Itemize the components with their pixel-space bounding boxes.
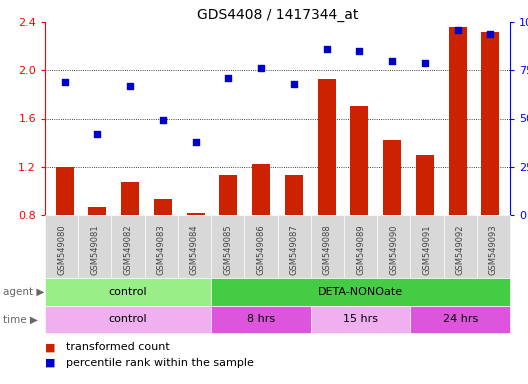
Bar (449, 27, 467, 215)
Text: GDS4408 / 1417344_at: GDS4408 / 1417344_at (197, 8, 358, 22)
Point (60, 79, 69, 85)
Text: GSM549080: GSM549080 (57, 224, 66, 275)
Text: GSM549088: GSM549088 (323, 224, 332, 275)
Bar (416, 155, 434, 215)
Bar (482, 31, 499, 215)
Text: ■: ■ (45, 358, 55, 367)
Point (323, 46, 331, 52)
Text: transformed count: transformed count (66, 343, 170, 353)
Text: GSM549093: GSM549093 (489, 224, 498, 275)
Text: GSM549083: GSM549083 (157, 224, 166, 275)
Point (257, 65, 266, 71)
Text: GSM549086: GSM549086 (257, 224, 266, 275)
Bar (154, 199, 172, 215)
Bar (351, 106, 369, 215)
Text: 8 hrs: 8 hrs (247, 314, 275, 324)
Bar (219, 175, 238, 215)
Point (224, 75, 233, 81)
Point (290, 81, 298, 87)
Text: 15 hrs: 15 hrs (343, 314, 378, 324)
Text: GSM549087: GSM549087 (289, 224, 299, 275)
Bar (55, 167, 73, 215)
Bar (186, 213, 205, 215)
Text: GSM549091: GSM549091 (422, 224, 431, 275)
Text: GSM549085: GSM549085 (223, 224, 232, 275)
Bar (121, 182, 139, 215)
Text: ■: ■ (45, 343, 55, 353)
Text: control: control (109, 287, 147, 297)
Text: time ▶: time ▶ (3, 314, 37, 324)
Text: GSM549089: GSM549089 (356, 224, 365, 275)
Point (454, 26, 462, 33)
Text: GSM549081: GSM549081 (90, 224, 99, 275)
Point (126, 83, 134, 89)
Point (93, 131, 101, 137)
Point (486, 30, 495, 36)
Text: control: control (109, 314, 147, 324)
Point (192, 139, 200, 145)
Bar (285, 175, 303, 215)
Point (158, 118, 167, 124)
Point (388, 58, 397, 64)
Bar (383, 140, 401, 215)
Text: agent ▶: agent ▶ (3, 287, 44, 297)
Text: DETA-NONOate: DETA-NONOate (318, 287, 403, 297)
Text: percentile rank within the sample: percentile rank within the sample (66, 358, 254, 367)
Text: GSM549092: GSM549092 (456, 224, 465, 275)
Point (355, 48, 364, 54)
Text: GSM549090: GSM549090 (389, 224, 398, 275)
Bar (88, 207, 107, 215)
Bar (318, 79, 336, 215)
Text: GSM549084: GSM549084 (190, 224, 199, 275)
Text: 24 hrs: 24 hrs (442, 314, 478, 324)
Text: GSM549082: GSM549082 (124, 224, 133, 275)
Point (421, 60, 429, 66)
Bar (252, 164, 270, 215)
